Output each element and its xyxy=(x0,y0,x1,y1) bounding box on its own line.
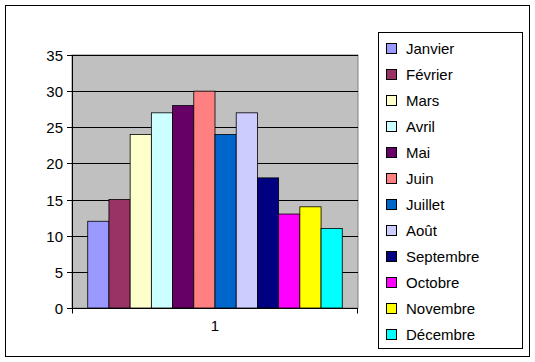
tick-label: 20 xyxy=(46,155,63,172)
tick-mark xyxy=(67,127,72,128)
legend-label: Novembre xyxy=(406,300,475,317)
tick-label: 10 xyxy=(46,228,63,245)
bar xyxy=(236,113,257,308)
legend-swatch xyxy=(387,44,397,54)
tick-mark xyxy=(72,309,73,314)
tick-mark xyxy=(67,272,72,273)
bar xyxy=(173,106,194,308)
legend-label: Octobre xyxy=(406,274,459,291)
tick-label: 5 xyxy=(55,264,63,281)
legend-label: Août xyxy=(406,222,438,239)
legend-swatch xyxy=(387,96,397,106)
y-axis xyxy=(72,55,73,308)
tick-mark xyxy=(67,308,72,309)
legend-label: Février xyxy=(406,66,453,83)
tick-mark xyxy=(67,200,72,201)
legend-label: Mai xyxy=(406,144,430,161)
grid-line xyxy=(72,308,358,309)
bar xyxy=(151,113,172,308)
chart: 0 5 10 15 20 25 30 35 1 Janvier Février Mars Avril Ma… xyxy=(0,0,535,362)
bar xyxy=(109,200,130,308)
legend-label: Décembre xyxy=(406,326,475,343)
legend-swatch xyxy=(387,70,397,80)
legend-swatch xyxy=(387,148,397,158)
legend-swatch xyxy=(387,200,397,210)
legend-label: Janvier xyxy=(406,40,454,57)
tick-mark xyxy=(67,236,72,237)
bar xyxy=(300,207,321,308)
tick-label: 0 xyxy=(55,300,63,317)
legend-swatch xyxy=(387,278,397,288)
legend-label: Septembre xyxy=(406,248,479,265)
bar xyxy=(130,135,151,308)
bar xyxy=(279,214,300,308)
legend-swatch xyxy=(387,330,397,340)
tick-label: 25 xyxy=(46,119,63,136)
tick-label: 15 xyxy=(46,192,63,209)
tick-mark xyxy=(67,163,72,164)
tick-mark xyxy=(67,55,72,56)
legend-swatch xyxy=(387,226,397,236)
legend-swatch xyxy=(387,252,397,262)
plot-area xyxy=(72,55,358,308)
grid-line xyxy=(72,55,358,56)
tick-mark xyxy=(67,91,72,92)
legend-label: Mars xyxy=(406,92,439,109)
legend-label: Avril xyxy=(406,118,435,135)
tick-label: 30 xyxy=(46,83,63,100)
legend-swatch xyxy=(387,122,397,132)
chart-frame xyxy=(6,6,530,357)
legend-swatch xyxy=(387,304,397,314)
x-axis xyxy=(72,308,358,309)
legend-label: Juin xyxy=(406,170,434,187)
category-label: 1 xyxy=(211,317,219,334)
bar xyxy=(194,91,215,308)
legend-swatch xyxy=(387,174,397,184)
bar xyxy=(215,135,236,308)
legend-box xyxy=(379,33,523,349)
tick-label: 35 xyxy=(46,47,63,64)
bar xyxy=(88,221,109,308)
legend-label: Juillet xyxy=(406,196,445,213)
bar xyxy=(321,228,342,308)
bar xyxy=(257,178,278,308)
tick-mark xyxy=(357,309,358,314)
